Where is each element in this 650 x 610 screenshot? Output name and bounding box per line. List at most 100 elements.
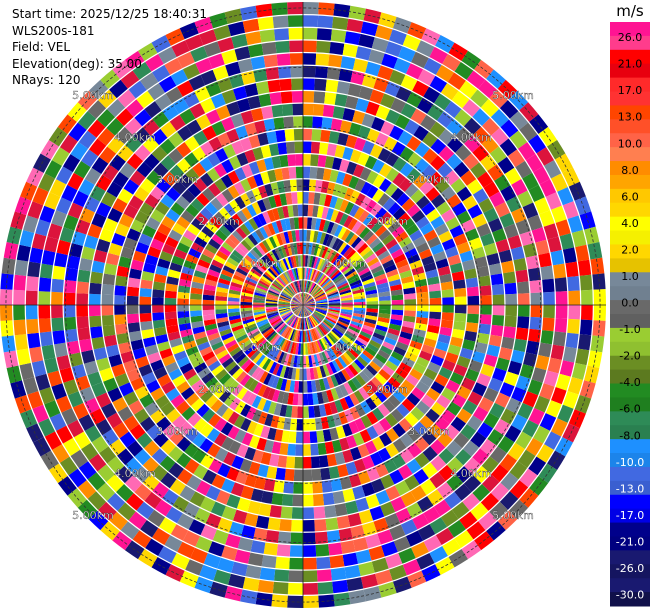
velocity-cell [281,311,293,319]
velocity-cell [343,187,355,202]
velocity-cell [252,308,266,313]
velocity-cell [325,248,335,262]
velocity-cell [461,50,482,71]
velocity-cell [303,305,316,307]
velocity-cell [502,271,517,284]
velocity-cell [282,312,294,321]
velocity-cell [75,305,89,317]
velocity-cell [231,367,244,381]
velocity-cell [308,354,313,368]
velocity-cell [253,336,266,348]
velocity-cell [277,306,291,309]
velocity-cell [83,360,99,376]
velocity-cell [303,342,306,356]
velocity-cell [191,432,207,448]
velocity-cell [362,383,375,397]
velocity-cell [299,305,303,318]
velocity-cell [385,442,400,459]
velocity-cell [228,396,242,411]
velocity-cell [347,512,362,528]
velocity-cell [371,356,385,369]
velocity-cell [529,305,543,318]
velocity-cell [340,243,351,256]
velocity-cell [371,158,386,174]
velocity-cell [366,425,379,440]
velocity-cell [239,403,252,418]
velocity-cell [315,302,329,305]
velocity-cell [326,333,337,345]
colorbar-tick-label: -30.0 [616,589,644,602]
velocity-cell [318,244,326,258]
velocity-cell [347,233,359,247]
velocity-cell [352,310,366,315]
velocity-cell [78,460,97,480]
velocity-cell [330,252,341,265]
velocity-cell [287,392,294,406]
velocity-cell [537,463,558,484]
velocity-cell [345,160,358,176]
velocity-cell [291,329,297,342]
velocity-cell [325,234,334,248]
velocity-cell [263,477,276,493]
velocity-cell [361,454,375,471]
velocity-cell [280,310,293,318]
velocity-cell [385,108,401,126]
velocity-cell [239,458,253,474]
velocity-cell [461,339,476,351]
velocity-cell [290,305,303,308]
velocity-cell [87,471,106,491]
velocity-cell [357,443,370,459]
velocity-cell [343,215,354,229]
velocity-cell [183,442,200,459]
velocity-cell [88,305,102,317]
velocity-cell [303,305,312,315]
velocity-cell [291,506,303,520]
velocity-cell [128,511,148,530]
velocity-cell [322,492,335,506]
velocity-cell [253,310,266,316]
velocity-cell [252,449,264,464]
velocity-cell [78,338,94,353]
velocity-cell [279,442,289,456]
velocity-cell [537,342,553,358]
velocity-cell [321,261,331,274]
velocity-cell [304,267,307,280]
velocity-cell [397,336,412,346]
elevation-text: Elevation(deg): 35.00 [12,56,142,71]
velocity-cell [384,40,403,58]
velocity-cell [466,313,480,324]
velocity-cell [265,306,278,309]
velocity-cell [580,289,594,305]
velocity-cell [374,372,388,386]
velocity-cell [473,255,489,269]
velocity-cell [223,393,237,408]
velocity-cell [311,286,321,297]
velocity-cell [204,355,219,367]
velocity-cell [241,431,254,447]
velocity-cell [239,307,253,312]
velocity-cell [315,299,328,304]
velocity-cell [191,325,206,335]
velocity-cell [319,231,327,245]
velocity-cell [304,330,307,343]
velocity-cell [435,340,450,352]
velocity-cell [206,332,221,342]
velocity-cell [232,327,246,336]
velocity-cell [337,356,348,369]
velocity-cell [53,342,69,358]
velocity-cell [372,421,386,437]
velocity-cell [303,77,315,91]
velocity-cell [451,501,470,520]
velocity-cell [480,492,500,512]
velocity-cell [342,351,354,364]
velocity-cell [344,500,359,515]
velocity-cell [360,20,379,37]
velocity-cell [98,367,115,382]
velocity-cell [387,355,402,367]
velocity-cell [338,411,349,426]
velocity-cell [245,325,259,334]
velocity-cell [370,335,384,346]
velocity-cell [437,265,452,277]
velocity-cell [327,310,341,315]
velocity-cell [314,417,323,431]
